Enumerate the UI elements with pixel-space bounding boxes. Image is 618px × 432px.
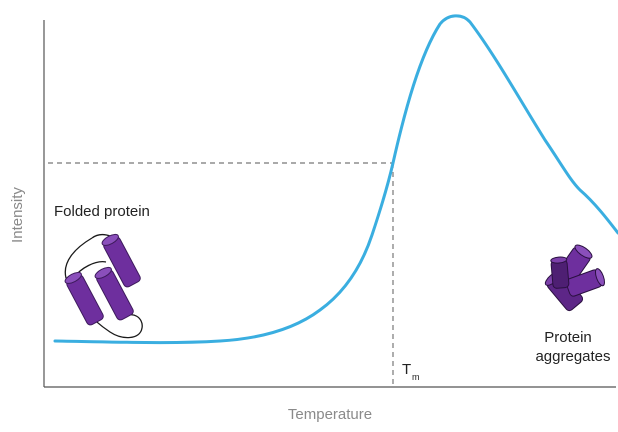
tm-subscript: m: [412, 372, 420, 382]
folded-protein-label: Folded protein: [54, 203, 150, 220]
tm-label: T: [402, 361, 411, 378]
aggregates-label-line1: Protein: [544, 329, 592, 346]
tm-guides: [48, 162, 394, 387]
folded-protein-icon: [64, 233, 143, 339]
y-axis-label: Intensity: [9, 187, 26, 243]
intensity-curve: [53, 14, 618, 345]
axes: [43, 20, 616, 388]
x-axis-label: Temperature: [288, 406, 372, 423]
protein-aggregate-icon: [544, 244, 605, 312]
aggregates-label-line2: aggregates: [535, 348, 610, 365]
